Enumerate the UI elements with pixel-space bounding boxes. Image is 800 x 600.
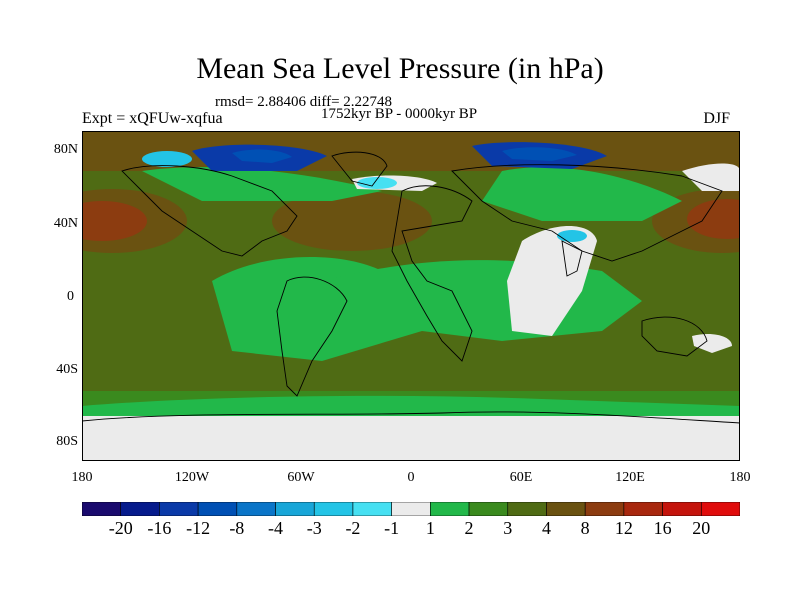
- statistics-text: rmsd= 2.88406 diff= 2.22748: [215, 94, 393, 110]
- lat-label-0: 0: [67, 289, 74, 304]
- colorbar-swatch: [159, 502, 199, 516]
- north-atlantic-high: [272, 191, 432, 251]
- colorbar-tick-label: -1: [384, 518, 400, 538]
- colorbar-tick-label: -12: [186, 518, 211, 538]
- north-pacific-high-core-west: [82, 201, 147, 241]
- colorbar-swatch: [623, 502, 663, 516]
- colorbar-swatch: [313, 502, 354, 516]
- alaska-cyan: [142, 151, 192, 167]
- antarctic-neutral: [82, 416, 740, 461]
- colorbar-swatch: [662, 502, 702, 516]
- lat-label-80s: 80S: [56, 434, 78, 449]
- pressure-map: [82, 131, 740, 461]
- colorbar-tick-label: 4: [541, 518, 551, 538]
- lat-label-80n: 80N: [53, 142, 78, 157]
- arctic-brown-band: [82, 131, 740, 171]
- colorbar-swatch: [546, 502, 586, 516]
- indian-ocean-neutral: [507, 226, 597, 336]
- colorbar-tick-label: 1: [425, 518, 435, 538]
- colorbar-tick-label: 20: [692, 518, 711, 538]
- lon-label-120e: 120E: [615, 470, 645, 485]
- lon-label-0: 0: [407, 470, 415, 485]
- arctic-low-east-core: [502, 147, 577, 161]
- colorbar-swatch: [197, 502, 238, 516]
- coastlines: [82, 151, 740, 424]
- colorbar-tick-label: -3: [306, 518, 322, 538]
- plot-title: Mean Sea Level Pressure (in hPa): [196, 52, 604, 85]
- colorbar-swatch: [468, 502, 509, 516]
- colorbar-swatch: [82, 502, 122, 516]
- lon-label-180w: 180: [71, 470, 93, 485]
- greenland-cyan: [357, 177, 397, 189]
- siberia-neutral: [682, 163, 740, 191]
- colorbar-swatch: [275, 502, 315, 516]
- colorbar-swatch: [236, 502, 276, 516]
- colorbar-tick-label: 2: [464, 518, 474, 538]
- map-frame: [82, 131, 740, 461]
- tasman-neutral: [692, 334, 732, 353]
- experiment-label: Expt = xQFUw-xqfua: [82, 110, 223, 127]
- colorbar-tick-label: -2: [345, 518, 361, 538]
- colorbar: [82, 502, 740, 516]
- lon-label-60w: 60W: [287, 470, 315, 485]
- season-label: DJF: [703, 110, 730, 127]
- colorbar-tick-label: 12: [614, 518, 633, 538]
- colorbar-swatch: [352, 502, 392, 516]
- time-period-label: 1752kyr BP - 0000kyr BP: [321, 106, 478, 122]
- colorbar-tick-label: 8: [580, 518, 590, 538]
- colorbar-swatch: [430, 502, 470, 516]
- colorbar-tick-label: -4: [268, 518, 284, 538]
- eurasia-green: [482, 167, 682, 221]
- colorbar-swatch: [391, 502, 431, 516]
- colorbar-tick-label: -16: [147, 518, 172, 538]
- colorbar-tick-label: 16: [653, 518, 672, 538]
- lon-label-180e: 180: [729, 470, 751, 485]
- colorbar-tick-label: -20: [108, 518, 133, 538]
- colorbar-swatch: [507, 502, 547, 516]
- arabia-cyan: [557, 230, 587, 242]
- colorbar-swatch: [584, 502, 625, 516]
- colorbar-swatch: [120, 502, 160, 516]
- colorbar-tick-label: -8: [229, 518, 245, 538]
- arctic-low-west-core: [232, 149, 292, 163]
- lat-label-40n: 40N: [53, 216, 78, 231]
- lon-label-120w: 120W: [174, 470, 210, 485]
- colorbar-swatch: [700, 502, 740, 516]
- north-america-green: [142, 167, 382, 201]
- colorbar-tick-label: 3: [503, 518, 513, 538]
- north-pacific-high-core-east: [687, 199, 740, 239]
- lon-label-60e: 60E: [509, 470, 533, 485]
- lat-label-40s: 40S: [56, 362, 78, 377]
